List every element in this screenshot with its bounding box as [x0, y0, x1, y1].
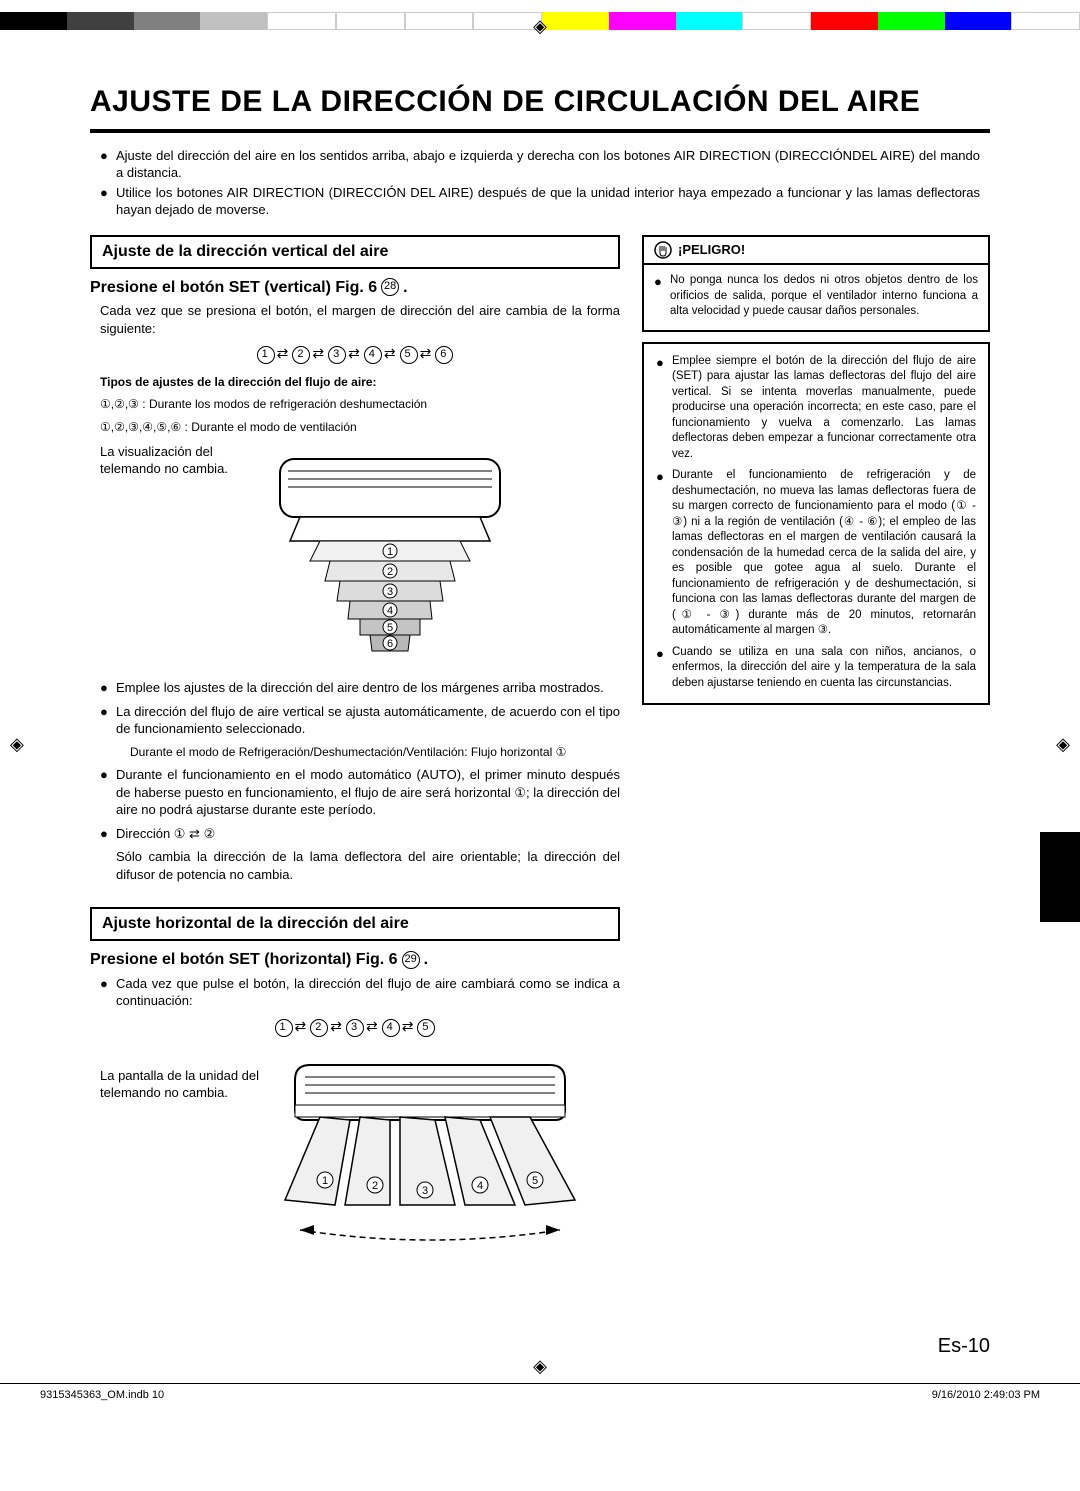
section-subheading: Presione el botón SET (vertical) Fig. 6 … [90, 277, 620, 299]
intro-item: Utilice los botones AIR DIRECTION (DIREC… [116, 184, 980, 219]
danger-box-1: ●No ponga nunca los dedos ni otros objet… [642, 265, 990, 332]
svg-text:4: 4 [477, 1180, 483, 1192]
bullet: Emplee los ajustes de la dirección del a… [116, 679, 620, 697]
section-subheading: Presione el botón SET (horizontal) Fig. … [90, 949, 620, 971]
svg-text:5: 5 [387, 622, 393, 634]
sequence-1: 1 ⇄ 2 ⇄ 3 ⇄ 4 ⇄ 5 ⇄ 6 [90, 343, 620, 364]
svg-text:3: 3 [422, 1185, 428, 1197]
svg-text:6: 6 [387, 638, 393, 650]
page-title: AJUSTE DE LA DIRECCIÓN DE CIRCULACIÓN DE… [90, 82, 990, 129]
footer-right: 9/16/2010 2:49:03 PM [932, 1388, 1040, 1403]
figure-ac-horizontal: 1 2 3 4 5 [280, 1055, 580, 1260]
side-note: La visualización del telemando no cambia… [100, 443, 250, 674]
left-column: Ajuste de la dirección vertical del aire… [90, 235, 620, 1273]
paragraph: Cada vez que se presiona el botón, el ma… [100, 302, 620, 337]
section-heading: Ajuste horizontal de la dirección del ai… [90, 907, 620, 941]
svg-text:4: 4 [387, 605, 393, 617]
figure-ac-vertical: 1 2 3 4 5 6 [260, 451, 520, 666]
bullet: La dirección del flujo de aire vertical … [116, 703, 620, 738]
svg-text:2: 2 [387, 566, 393, 578]
warning-hand-icon [654, 241, 672, 259]
intro-item: Ajuste del dirección del aire en los sen… [116, 147, 980, 182]
tipos-head: Tipos de ajustes de la dirección del flu… [100, 374, 620, 390]
danger-heading: ¡PELIGRO! [642, 235, 990, 265]
page-content: AJUSTE DE LA DIRECCIÓN DE CIRCULACIÓN DE… [0, 42, 1080, 1303]
sequence-2: 1 ⇄ 2 ⇄ 3 ⇄ 4 ⇄ 5 [90, 1016, 620, 1037]
bullet: Durante el funcionamiento en el modo aut… [116, 766, 620, 819]
title-wrap: AJUSTE DE LA DIRECCIÓN DE CIRCULACIÓN DE… [90, 82, 990, 133]
tipos-line: ①,②,③ : Durante los modos de refrigeraci… [100, 396, 620, 412]
svg-text:2: 2 [372, 1180, 378, 1192]
note-indent: Durante el modo de Refrigeración/Deshume… [130, 744, 620, 760]
intro-list: ●Ajuste del dirección del aire en los se… [90, 147, 990, 235]
bullet: Dirección ① ⇄ ② [116, 825, 620, 843]
footer-left: 9315345363_OM.indb 10 [40, 1388, 164, 1403]
svg-text:1: 1 [322, 1175, 328, 1187]
tail-paragraph: Sólo cambia la dirección de la lama defl… [116, 848, 620, 883]
svg-text:5: 5 [532, 1175, 538, 1187]
paragraph: Cada vez que pulse el botón, la direcció… [116, 975, 620, 1010]
right-column: ¡PELIGRO! ●No ponga nunca los dedos ni o… [642, 235, 990, 1273]
registration-mark-bottom: ◈ [0, 1354, 1080, 1378]
svg-text:3: 3 [387, 586, 393, 598]
tipos-line: ①,②,③,④,⑤,⑥ : Durante el modo de ventila… [100, 419, 620, 435]
side-note: La pantalla de la unidad del telemando n… [100, 1047, 270, 1268]
danger-box-2: ●Emplee siempre el botón de la dirección… [642, 342, 990, 706]
print-footer: 9315345363_OM.indb 10 9/16/2010 2:49:03 … [0, 1383, 1080, 1407]
svg-text:1: 1 [387, 546, 393, 558]
section-heading: Ajuste de la dirección vertical del aire [90, 235, 620, 269]
